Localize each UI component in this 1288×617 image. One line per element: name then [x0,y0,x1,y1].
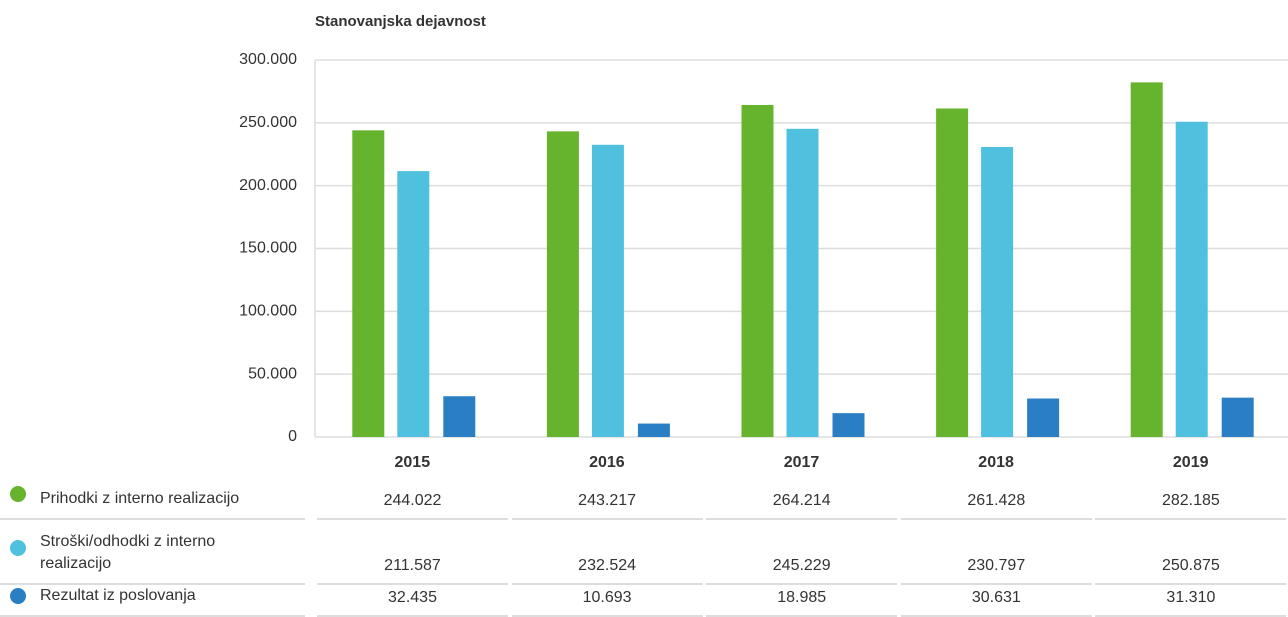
y-tick-label: 250.000 [239,114,297,131]
x-tick-label: 2015 [395,454,431,470]
chart: Stanovanjska dejavnost 0 50.000 100.000 150… [239,13,1288,470]
table-cell: 230.797 [900,522,1092,585]
legend-swatch [10,486,26,502]
table-row: Rezultat iz poslovanja 32.435 10.693 18.985… [0,587,1288,617]
y-tick-label: 200.000 [239,177,297,194]
bar [591,144,624,437]
y-tick-label: 50.000 [248,365,297,382]
bar [443,396,476,437]
legend-swatch [10,588,26,604]
legend-item: Prihodki z interno realizacijo [0,480,305,520]
table-cell: 32.435 [317,587,508,617]
table-cell: 243.217 [511,480,703,520]
table-cell: 245.229 [706,522,898,585]
bar [1130,82,1163,438]
chart-title: Stanovanjska dejavnost [315,13,486,30]
table-cell: 282.185 [1095,480,1287,520]
table-cell: 10.693 [511,587,703,617]
y-tick-label: 150.000 [239,240,297,257]
bar [936,108,969,438]
x-tick-label: 2016 [589,454,625,470]
legend-label: Prihodki z interno realizacijo [40,490,240,507]
table-row: Stroški/odhodki z interno realizacijo 211… [0,522,1288,585]
bar [832,413,865,437]
x-tick-label: 2019 [1173,454,1209,470]
bar [1175,121,1208,437]
legend-label: Stroški/odhodki z interno realizacijo [40,533,216,572]
table-cell: 264.214 [706,480,898,520]
bar [1027,398,1060,437]
table-cell: 250.875 [1095,522,1287,585]
bar [637,423,670,437]
bar [352,130,385,437]
legend-item: Rezultat iz poslovanja [0,587,305,617]
table-cell: 31.310 [1095,587,1287,617]
legend-item: Stroški/odhodki z interno realizacijo [0,522,305,585]
bar [981,146,1014,438]
table-cell: 232.524 [511,522,703,585]
x-tick-label: 2017 [784,454,820,470]
table-cell: 211.587 [317,522,508,585]
legend-label: Rezultat iz poslovanja [40,587,196,604]
y-tick-label: 0 [288,428,297,445]
x-tick-label: 2018 [978,454,1014,470]
table-row: Prihodki z interno realizacijo 244.022 243… [0,480,1288,520]
table-cell: 261.428 [900,480,1092,520]
table-cell: 18.985 [706,587,898,617]
bar [397,171,430,438]
table-cell: 244.022 [317,480,508,520]
bar [546,131,579,437]
table-cell: 30.631 [900,587,1092,617]
bar [741,104,774,438]
bar [786,128,819,437]
bar [1221,397,1254,437]
y-tick-label: 100.000 [239,303,297,320]
legend-swatch [10,539,26,556]
y-tick-label: 300.000 [239,51,297,68]
